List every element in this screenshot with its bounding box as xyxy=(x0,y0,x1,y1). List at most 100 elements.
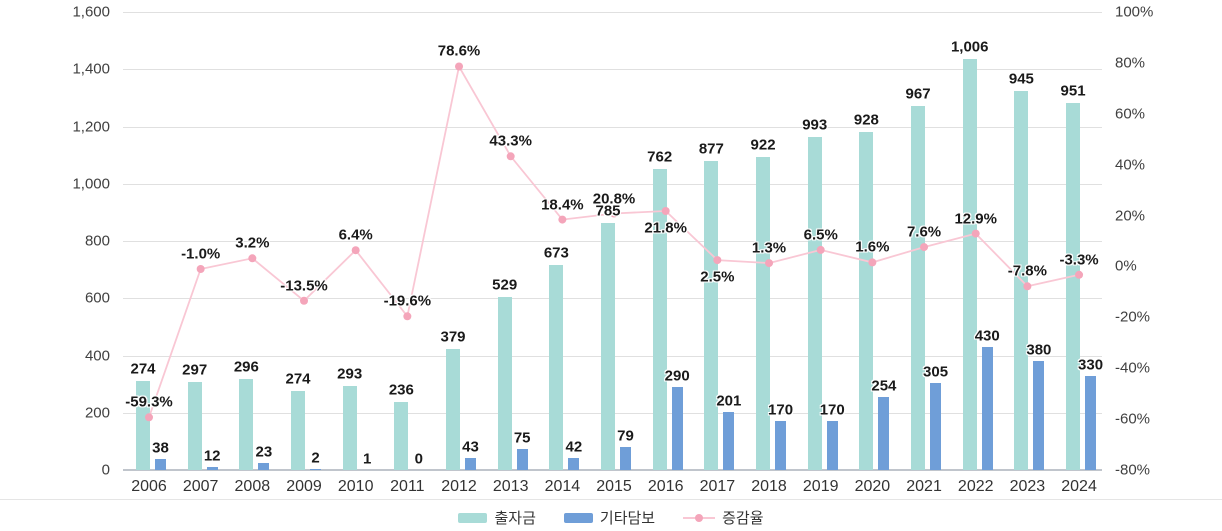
x-axis-label: 2015 xyxy=(596,478,632,495)
contribution-value-label: 762 xyxy=(647,148,673,166)
collateral-value-label: 2 xyxy=(311,449,320,467)
collateral-value-label: 42 xyxy=(565,438,583,456)
contribution-value-label: 379 xyxy=(440,328,466,346)
right-axis-tick: 100% xyxy=(1115,3,1154,21)
growth-rate-value-label: -13.5% xyxy=(280,277,328,295)
x-axis-label: 2019 xyxy=(802,478,839,495)
contribution-bar xyxy=(807,137,822,470)
contribution-bar xyxy=(652,168,667,470)
right-axis-tick: 40% xyxy=(1115,156,1146,174)
contribution-value-label: 673 xyxy=(543,244,569,262)
collateral-value-label: 201 xyxy=(716,392,742,410)
collateral-value-label: 380 xyxy=(1026,341,1052,359)
collateral-bar xyxy=(826,421,838,470)
collateral-bar xyxy=(465,457,477,470)
growth-rate-point xyxy=(248,254,257,263)
right-axis-tick: -20% xyxy=(1115,308,1151,326)
x-axis-label: 2007 xyxy=(182,478,219,495)
contribution-bar xyxy=(549,265,564,470)
x-axis-label: 2014 xyxy=(544,478,581,495)
growth-rate-point xyxy=(351,246,360,255)
contribution-value-label: 993 xyxy=(802,116,828,134)
left-axis-tick: 600 xyxy=(84,289,110,307)
right-axis-tick: 80% xyxy=(1115,54,1146,72)
right-axis-tick: 20% xyxy=(1115,207,1146,225)
growth-rate-value-label: 43.3% xyxy=(489,132,532,150)
collateral-bar xyxy=(258,463,270,470)
contribution-value-label: 274 xyxy=(130,360,156,378)
growth-rate-value-label: 20.8% xyxy=(592,190,636,208)
contribution-bar xyxy=(239,378,254,470)
contribution-bar xyxy=(756,157,771,470)
right-axis-tick: -40% xyxy=(1115,359,1151,377)
growth-rate-value-label: 7.6% xyxy=(906,223,942,241)
collateral-value-label: 0 xyxy=(414,450,424,468)
contribution-bar xyxy=(497,297,512,470)
contribution-bar xyxy=(342,385,357,470)
legend-label-contribution: 출자금 xyxy=(494,510,536,527)
x-axis-label: 2017 xyxy=(699,478,736,495)
contribution-bar xyxy=(859,131,874,470)
collateral-value-label: 170 xyxy=(768,401,794,419)
growth-rate-value-label: -1.0% xyxy=(181,245,221,263)
growth-rate-value-label: -19.6% xyxy=(383,292,432,310)
contribution-bar xyxy=(291,390,305,470)
legend-item-contribution[interactable]: 출자금 xyxy=(458,507,536,528)
legend-item-collateral[interactable]: 기타담보 xyxy=(563,507,656,528)
contribution-value-label: 877 xyxy=(698,140,724,158)
collateral-value-label: 12 xyxy=(203,447,221,465)
x-axis-label: 2013 xyxy=(492,478,529,495)
left-axis-tick: 800 xyxy=(84,232,110,250)
gridline xyxy=(123,12,1102,13)
contribution-value-label: 1,006 xyxy=(950,38,989,56)
collateral-value-label: 43 xyxy=(462,438,479,456)
contribution-bar xyxy=(1066,103,1081,470)
contribution-value-label: 297 xyxy=(182,361,208,379)
contribution-bar xyxy=(187,381,202,470)
collateral-value-label: 1 xyxy=(363,450,372,468)
contribution-bar xyxy=(601,222,616,470)
collateral-value-label: 430 xyxy=(974,327,1000,345)
contribution-bar xyxy=(704,161,719,470)
collateral-bar xyxy=(155,459,166,470)
growth-rate-value-label: -7.8% xyxy=(1007,262,1047,280)
growth-rate-value-label: 3.2% xyxy=(235,234,270,252)
growth-rate-value-label: 2.5% xyxy=(700,268,735,286)
growth-rate-point xyxy=(403,312,412,321)
collateral-bar xyxy=(1033,361,1045,470)
contribution-bar xyxy=(136,380,150,470)
legend-label-collateral: 기타담보 xyxy=(599,510,656,527)
left-axis-tick: 0 xyxy=(101,461,110,479)
collateral-value-label: 23 xyxy=(255,443,273,461)
contribution-value-label: 922 xyxy=(750,136,776,154)
left-axis-tick: 1,600 xyxy=(72,3,110,21)
legend: 출자금 기타담보 증감율 xyxy=(0,507,1222,528)
growth-rate-value-label: -3.3% xyxy=(1059,251,1099,269)
contribution-value-label: 236 xyxy=(388,381,414,399)
x-axis-label: 2012 xyxy=(441,478,477,495)
collateral-swatch-icon xyxy=(563,512,593,523)
growth-rate-point xyxy=(196,265,205,273)
contribution-value-label: 274 xyxy=(285,370,311,388)
contribution-value-label: 928 xyxy=(853,111,879,129)
collateral-value-label: 75 xyxy=(513,429,531,447)
x-axis-label: 2022 xyxy=(957,478,994,495)
collateral-bar xyxy=(206,466,218,470)
legend-label-growth-rate: 증감율 xyxy=(722,510,764,527)
gridline xyxy=(123,183,1102,185)
contribution-value-label: 785 xyxy=(595,202,621,220)
x-axis-label: 2024 xyxy=(1061,478,1097,495)
growth-rate-value-label: 12.9% xyxy=(954,210,997,228)
growth-rate-value-label: 18.4% xyxy=(541,196,584,214)
collateral-bar xyxy=(568,457,580,470)
x-axis-label: 2008 xyxy=(234,478,271,495)
x-axis-line xyxy=(123,469,1102,471)
x-axis-label: 2018 xyxy=(751,478,787,495)
collateral-value-label: 170 xyxy=(819,401,845,419)
legend-item-growth-rate[interactable]: 증감율 xyxy=(683,507,764,528)
collateral-value-label: 38 xyxy=(152,439,169,457)
right-axis-tick: 60% xyxy=(1115,105,1146,123)
x-axis-label: 2020 xyxy=(854,478,891,495)
left-axis-tick: 200 xyxy=(84,404,110,422)
